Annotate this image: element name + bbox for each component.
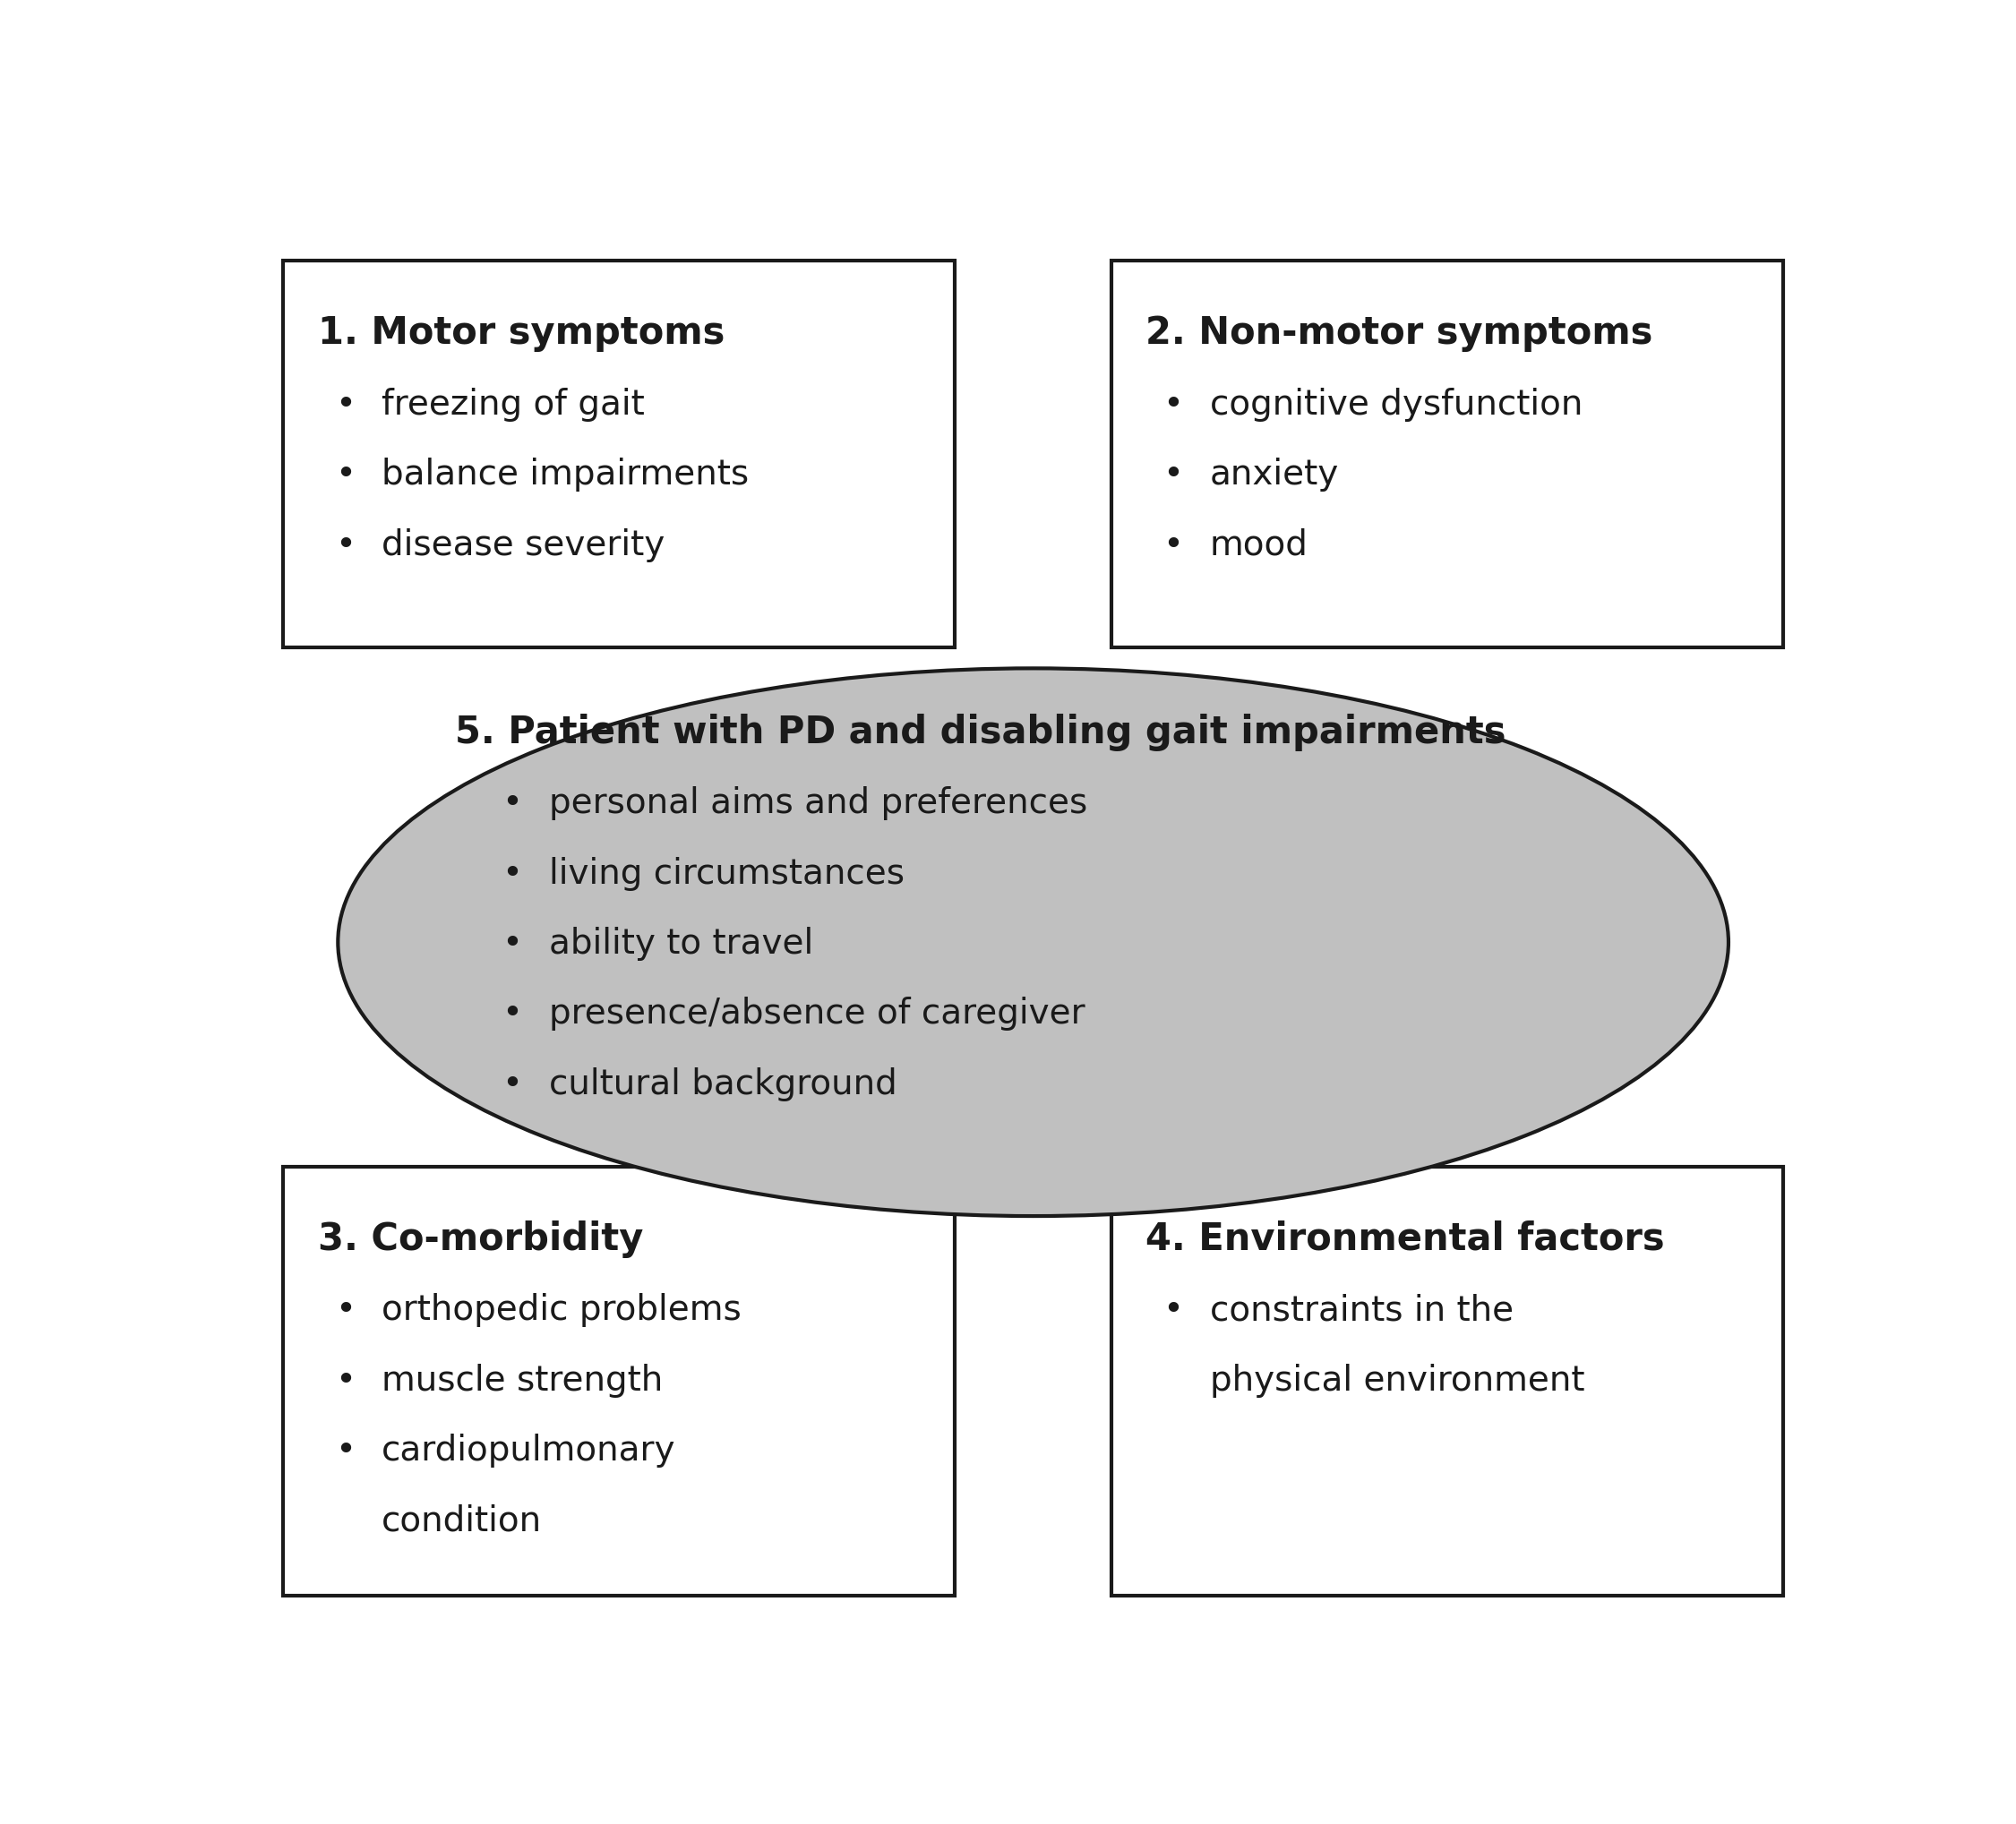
Text: presence/absence of caregiver: presence/absence of caregiver: [548, 998, 1085, 1031]
Text: 4. Environmental factors: 4. Environmental factors: [1145, 1220, 1665, 1259]
Text: cognitive dysfunction: cognitive dysfunction: [1210, 387, 1583, 421]
Text: disease severity: disease severity: [381, 527, 665, 562]
FancyBboxPatch shape: [282, 261, 956, 648]
Text: •: •: [1163, 458, 1183, 492]
FancyBboxPatch shape: [1111, 1167, 1784, 1596]
FancyBboxPatch shape: [282, 1167, 956, 1596]
Text: •: •: [1163, 1293, 1183, 1328]
Text: •: •: [1163, 387, 1183, 421]
Text: personal aims and preferences: personal aims and preferences: [548, 786, 1087, 821]
FancyBboxPatch shape: [1111, 261, 1784, 648]
Text: cultural background: cultural background: [548, 1067, 897, 1102]
Text: condition: condition: [381, 1505, 542, 1538]
Text: freezing of gait: freezing of gait: [381, 387, 645, 421]
Text: cardiopulmonary: cardiopulmonary: [381, 1434, 675, 1468]
Text: balance impairments: balance impairments: [381, 458, 750, 492]
Text: 5. Patient with PD and disabling gait impairments: 5. Patient with PD and disabling gait im…: [456, 713, 1506, 751]
Text: 1. Motor symptoms: 1. Motor symptoms: [319, 314, 724, 352]
Text: •: •: [502, 998, 522, 1031]
Ellipse shape: [339, 668, 1728, 1217]
Text: •: •: [335, 1293, 355, 1328]
Text: •: •: [1163, 527, 1183, 562]
Text: orthopedic problems: orthopedic problems: [381, 1293, 742, 1328]
Text: ability to travel: ability to travel: [548, 927, 812, 961]
Text: •: •: [335, 1434, 355, 1468]
Text: mood: mood: [1210, 527, 1308, 562]
Text: •: •: [502, 786, 522, 821]
Text: anxiety: anxiety: [1210, 458, 1339, 492]
Text: 3. Co-morbidity: 3. Co-morbidity: [319, 1220, 643, 1259]
Text: •: •: [502, 857, 522, 890]
Text: •: •: [502, 927, 522, 961]
Text: •: •: [335, 387, 355, 421]
Text: •: •: [335, 1364, 355, 1397]
Text: constraints in the: constraints in the: [1210, 1293, 1514, 1328]
Text: •: •: [502, 1067, 522, 1102]
Text: muscle strength: muscle strength: [381, 1364, 663, 1397]
Text: •: •: [335, 527, 355, 562]
Text: 2. Non-motor symptoms: 2. Non-motor symptoms: [1145, 314, 1653, 352]
Text: physical environment: physical environment: [1210, 1364, 1585, 1397]
Text: living circumstances: living circumstances: [548, 857, 905, 890]
Text: •: •: [335, 458, 355, 492]
